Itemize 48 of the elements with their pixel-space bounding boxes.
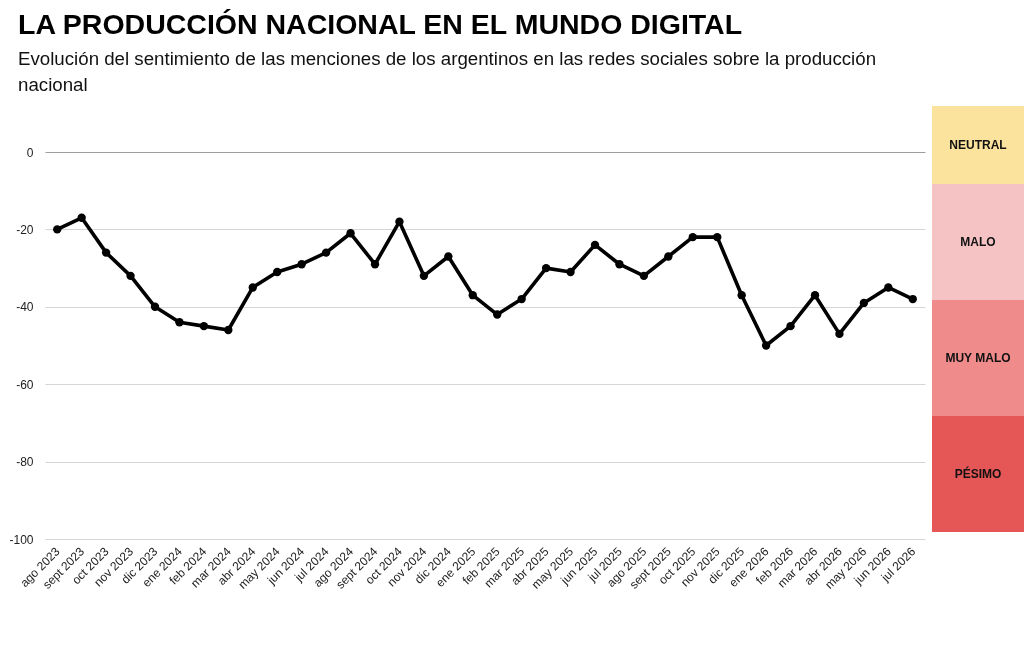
category-label: MUY MALO <box>945 351 1011 365</box>
y-tick-label: -40 <box>16 300 34 315</box>
point <box>297 260 306 269</box>
point <box>419 271 429 281</box>
point <box>346 229 355 238</box>
point <box>615 260 624 269</box>
category-label: MALO <box>960 235 996 249</box>
point <box>321 248 331 257</box>
point <box>639 271 649 281</box>
y-tick-label: -60 <box>16 377 34 392</box>
point <box>101 248 111 257</box>
category-label: PÉSIMO <box>954 466 1002 481</box>
point <box>517 294 526 304</box>
point <box>126 271 135 281</box>
point <box>859 298 869 308</box>
y-tick-label: 0 <box>26 145 34 160</box>
point <box>786 321 795 331</box>
point <box>590 240 600 250</box>
point <box>810 291 820 300</box>
point <box>77 213 86 222</box>
point <box>150 302 160 311</box>
point <box>761 341 771 350</box>
point <box>737 291 746 300</box>
point <box>444 252 453 261</box>
point <box>273 267 282 277</box>
point <box>835 329 844 339</box>
point <box>688 232 697 242</box>
y-tick-label: -20 <box>16 222 34 237</box>
point <box>395 217 404 226</box>
point <box>541 263 551 273</box>
point <box>713 232 722 242</box>
y-tick-label: -80 <box>16 455 34 470</box>
chart-title: LA PRODUCCIÓN NACIONAL EN EL MUNDO DIGITAL <box>18 7 743 40</box>
y-tick-label: -100 <box>9 532 34 547</box>
category-label: NEUTRAL <box>949 138 1007 152</box>
point <box>664 252 673 261</box>
point <box>370 260 380 269</box>
point <box>53 225 62 234</box>
point <box>566 267 575 277</box>
point <box>908 294 917 304</box>
point <box>248 283 257 292</box>
point <box>199 321 209 331</box>
point <box>224 325 233 335</box>
chart-subtitle: Evolución del sentimiento de las menciones de los argentinos en las redes sociales sobre la producción nacional <box>18 48 877 96</box>
point <box>175 318 184 327</box>
point <box>493 310 502 319</box>
point <box>884 283 893 292</box>
point <box>468 291 477 300</box>
